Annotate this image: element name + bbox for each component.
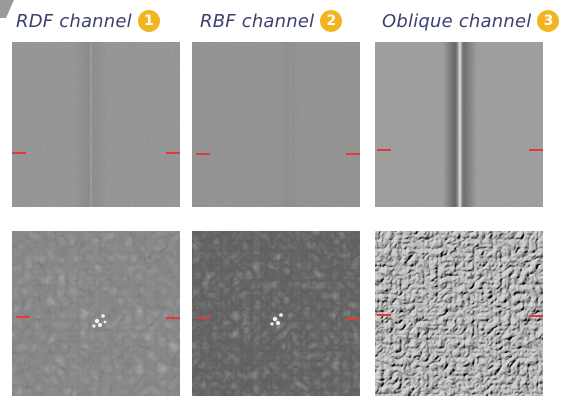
tile-rdf-bottom-image — [12, 231, 180, 396]
header-label-rdf: RDF channel — [16, 10, 132, 32]
tile-rbf-bottom — [192, 231, 360, 396]
tile-oblique-bottom — [375, 231, 543, 396]
scan-marker-left — [12, 152, 26, 154]
header-rbf: RBF channel 2 — [200, 6, 343, 36]
tile-rbf-top-image — [192, 42, 360, 207]
scan-marker-right — [346, 318, 360, 320]
tile-rbf-bottom-image — [192, 231, 360, 396]
badge-2-icon: 2 — [320, 10, 343, 32]
scan-marker-left — [196, 153, 210, 155]
scan-marker-right — [529, 315, 543, 317]
scan-marker-right — [346, 153, 360, 155]
tile-oblique-bottom-image — [375, 231, 543, 396]
scan-marker-right — [166, 152, 180, 154]
corner-decoration — [0, 0, 14, 18]
tile-oblique-top-image — [375, 42, 543, 207]
badge-3-icon: 3 — [537, 10, 560, 32]
header-rdf: RDF channel 1 — [16, 6, 160, 36]
tile-rbf-top — [192, 42, 360, 207]
scan-marker-left — [377, 314, 391, 316]
badge-1-icon: 1 — [137, 10, 160, 32]
scan-marker-left — [16, 316, 30, 318]
header-label-rbf: RBF channel — [200, 10, 315, 32]
scan-marker-right — [529, 149, 543, 151]
tile-rdf-top-image — [12, 42, 180, 207]
tile-oblique-top — [375, 42, 543, 207]
scan-marker-left — [196, 317, 210, 319]
speck-cluster — [92, 314, 107, 328]
scan-marker-left — [377, 149, 391, 151]
scan-marker-right — [166, 317, 180, 319]
header-label-oblique: Oblique channel — [382, 10, 532, 32]
tile-rdf-bottom — [12, 231, 180, 396]
tile-rdf-top — [12, 42, 180, 207]
header-oblique: Oblique channel 3 — [382, 6, 560, 36]
speck-cluster — [270, 313, 283, 326]
